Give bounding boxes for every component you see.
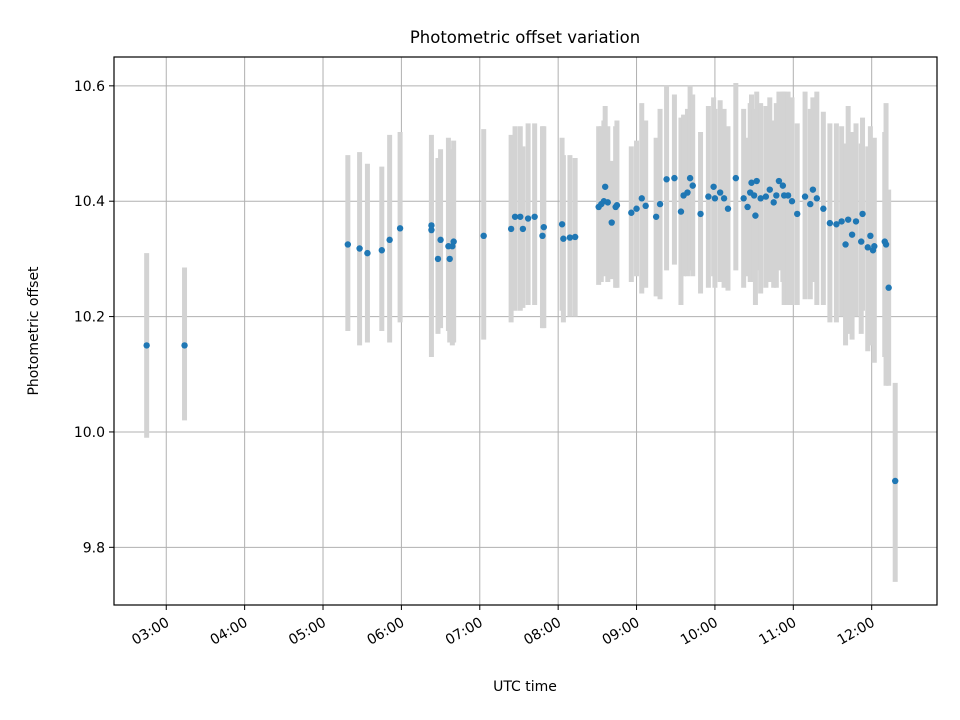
data-point — [842, 241, 849, 248]
data-point — [716, 189, 724, 196]
data-point — [628, 209, 635, 216]
data-points — [143, 174, 899, 485]
data-point — [143, 342, 150, 349]
data-point — [732, 174, 740, 182]
data-point — [480, 232, 487, 240]
y-tick-label: 9.8 — [83, 540, 105, 556]
data-point — [378, 247, 386, 254]
data-point — [748, 179, 755, 186]
data-point — [864, 244, 871, 251]
y-tick-label: 10.0 — [74, 425, 105, 441]
data-point — [724, 205, 732, 212]
data-point — [885, 284, 892, 291]
data-point — [750, 192, 758, 199]
data-point — [531, 213, 538, 220]
data-point — [671, 174, 678, 182]
data-point — [656, 200, 664, 208]
data-point — [833, 221, 840, 228]
data-point — [507, 225, 515, 233]
data-point — [684, 189, 691, 196]
data-point — [428, 222, 435, 229]
data-point — [757, 195, 764, 202]
data-point — [652, 213, 660, 220]
data-point — [891, 477, 899, 485]
data-point — [813, 195, 821, 202]
data-point — [697, 210, 704, 218]
chart-title: Photometric offset variation — [410, 28, 640, 47]
data-point — [560, 235, 567, 242]
data-point — [356, 245, 363, 252]
data-point — [762, 193, 770, 200]
data-point — [566, 234, 574, 241]
data-point — [558, 221, 566, 228]
data-point — [511, 213, 519, 220]
data-point — [450, 238, 457, 245]
data-point — [396, 225, 404, 232]
data-point — [779, 182, 787, 189]
data-point — [434, 255, 442, 263]
data-point — [838, 218, 845, 225]
data-point — [784, 192, 792, 199]
data-point — [788, 198, 796, 205]
y-tick-label: 10.2 — [74, 310, 105, 326]
data-point — [638, 195, 645, 202]
data-point — [852, 218, 860, 225]
data-point — [740, 195, 747, 202]
data-point — [744, 203, 751, 211]
data-point — [807, 200, 814, 208]
y-tick-label: 10.6 — [74, 79, 105, 95]
data-point — [775, 177, 783, 185]
data-point — [773, 192, 780, 199]
data-point — [608, 219, 615, 226]
data-point — [446, 255, 453, 263]
data-point — [677, 208, 685, 215]
data-point — [517, 213, 524, 220]
data-point — [826, 219, 834, 227]
data-point — [519, 225, 527, 233]
data-point — [809, 186, 817, 193]
data-point — [859, 210, 866, 218]
data-point — [871, 243, 878, 250]
data-point — [848, 231, 856, 238]
data-point — [642, 202, 649, 210]
data-point — [770, 199, 777, 206]
data-point — [601, 183, 609, 190]
data-point — [604, 199, 611, 206]
data-point — [882, 241, 890, 248]
data-point — [710, 183, 717, 190]
data-point — [663, 176, 670, 183]
data-point — [801, 193, 809, 200]
data-point — [386, 236, 393, 244]
data-point — [820, 205, 827, 212]
data-point — [858, 238, 865, 245]
y-axis-label: Photometric offset — [26, 266, 42, 396]
data-point — [364, 249, 371, 257]
data-point — [720, 195, 728, 202]
data-point — [753, 177, 760, 185]
plot-frame — [113, 56, 938, 606]
data-point — [344, 241, 352, 248]
data-point — [181, 342, 188, 349]
data-point — [428, 226, 435, 234]
data-point — [844, 216, 852, 223]
data-point — [539, 232, 546, 240]
data-point — [711, 195, 719, 202]
data-point — [613, 202, 621, 209]
data-point — [571, 233, 579, 241]
x-axis-label: UTC time — [493, 679, 557, 695]
data-point — [766, 186, 773, 193]
data-point — [867, 232, 874, 240]
data-point — [686, 174, 694, 182]
data-point — [705, 193, 712, 200]
data-point — [437, 236, 444, 244]
data-point — [752, 212, 759, 219]
y-tick-label: 10.4 — [74, 194, 105, 210]
data-point — [689, 182, 696, 189]
data-point — [633, 205, 640, 212]
data-point — [524, 215, 532, 222]
data-point — [540, 223, 547, 231]
data-point — [794, 210, 801, 218]
